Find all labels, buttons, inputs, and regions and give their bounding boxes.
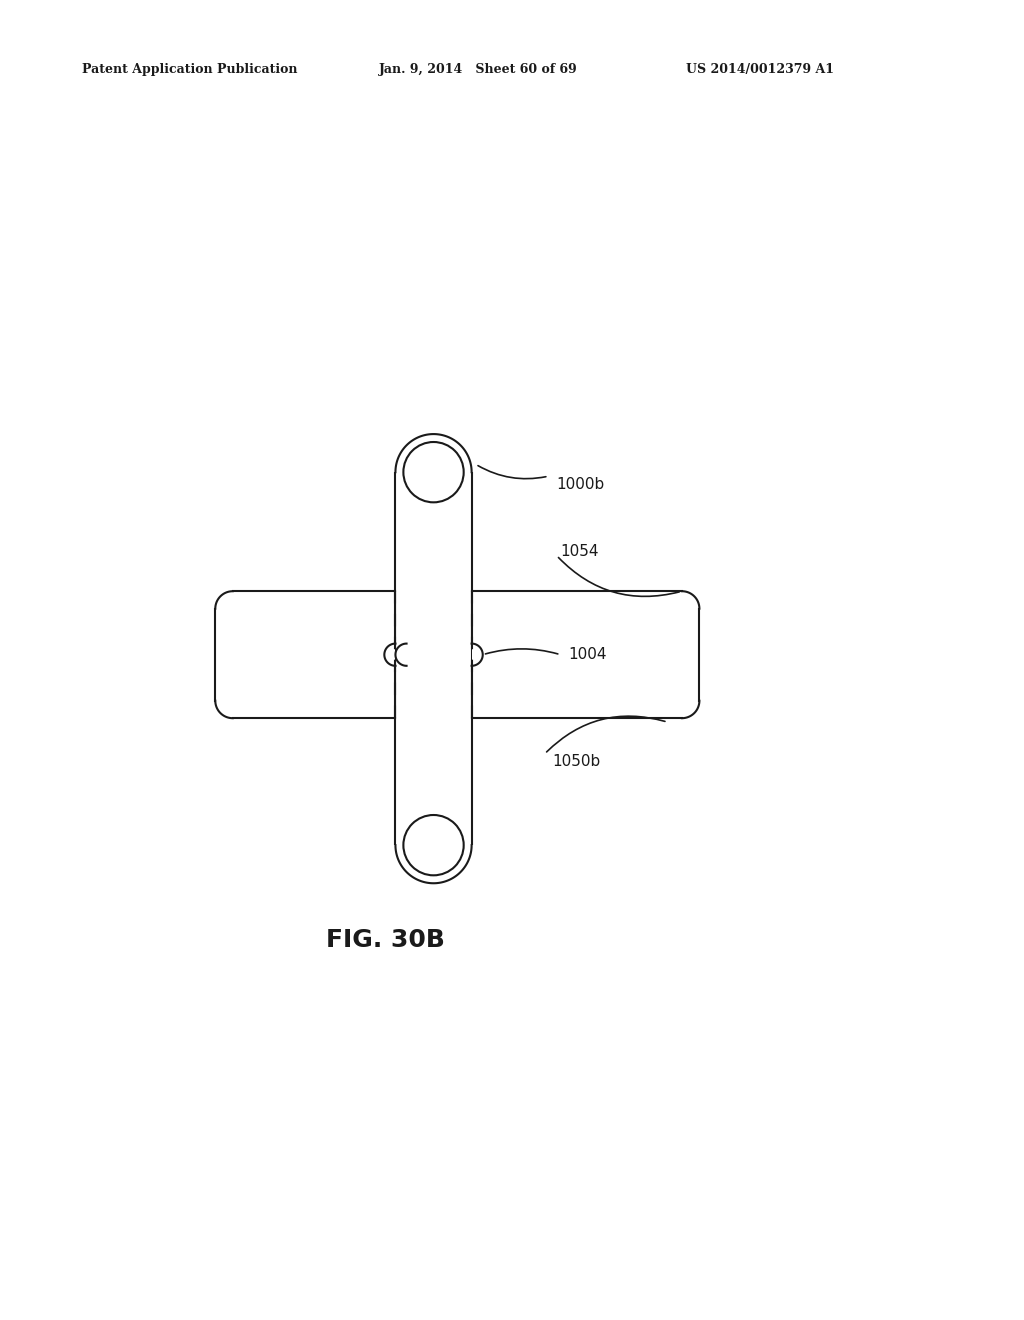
Text: Jan. 9, 2014   Sheet 60 of 69: Jan. 9, 2014 Sheet 60 of 69 [379,62,578,75]
Text: FIG. 30B: FIG. 30B [327,928,445,953]
Text: US 2014/0012379 A1: US 2014/0012379 A1 [686,62,835,75]
Text: 1054: 1054 [560,544,599,560]
Text: Patent Application Publication: Patent Application Publication [82,62,297,75]
Text: 1000b: 1000b [557,477,605,491]
Text: 1050b: 1050b [553,754,601,770]
Bar [472,591,699,718]
Bar [215,591,395,718]
Text: 1004: 1004 [568,647,607,663]
